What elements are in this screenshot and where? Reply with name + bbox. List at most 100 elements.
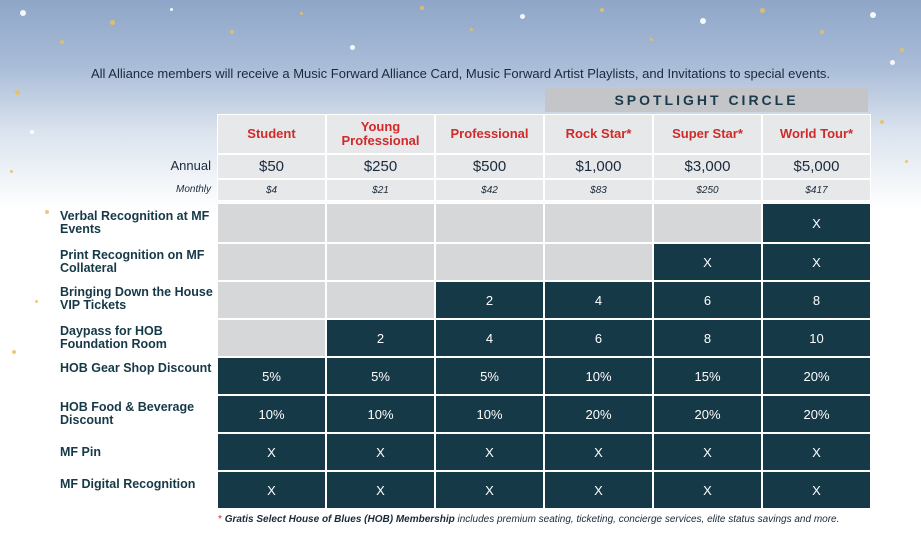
- benefit-cell: 5%: [217, 357, 326, 395]
- annual-price: $5,000: [762, 154, 871, 179]
- benefit-cell: X: [544, 471, 653, 509]
- tier-header: Young Professional: [326, 114, 435, 154]
- annual-price: $500: [435, 154, 544, 179]
- spotlight-circle-banner: SPOTLIGHT CIRCLE: [545, 88, 868, 112]
- benefit-cell: 2: [326, 319, 435, 357]
- benefit-cell: 6: [544, 319, 653, 357]
- monthly-price: $21: [326, 179, 435, 201]
- benefit-cell: 20%: [762, 357, 871, 395]
- benefit-cell: X: [217, 471, 326, 509]
- benefit-cell: X: [435, 471, 544, 509]
- benefit-cell: X: [653, 243, 762, 281]
- benefit-cell: X: [326, 433, 435, 471]
- benefit-cell: 20%: [762, 395, 871, 433]
- benefit-cell: X: [435, 433, 544, 471]
- benefit-cell: [217, 243, 326, 281]
- benefit-cell: [326, 281, 435, 319]
- benefit-cell: X: [762, 243, 871, 281]
- sparkle-dot: [110, 20, 115, 25]
- sparkle-dot: [45, 210, 49, 214]
- monthly-price: $83: [544, 179, 653, 201]
- monthly-price: $417: [762, 179, 871, 201]
- sparkle-dot: [470, 28, 473, 31]
- benefit-cell: 2: [435, 281, 544, 319]
- sparkle-dot: [900, 48, 904, 52]
- sparkle-dot: [520, 14, 525, 19]
- benefit-cell: X: [544, 433, 653, 471]
- benefit-cell: X: [653, 471, 762, 509]
- benefit-label: HOB Gear Shop Discount: [60, 361, 212, 375]
- benefit-cell: [544, 203, 653, 243]
- annual-price: $50: [217, 154, 326, 179]
- benefit-cell: 15%: [653, 357, 762, 395]
- benefit-cell: X: [653, 433, 762, 471]
- benefit-cell: [217, 319, 326, 357]
- footnote: * Gratis Select House of Blues (HOB) Mem…: [218, 514, 839, 525]
- sparkle-dot: [60, 40, 64, 44]
- sparkle-dot: [15, 90, 20, 95]
- sparkle-dot: [10, 170, 13, 173]
- tier-header: Student: [217, 114, 326, 154]
- benefit-cell: [544, 243, 653, 281]
- benefit-cell: 5%: [435, 357, 544, 395]
- benefit-cell: [217, 203, 326, 243]
- monthly-price: $250: [653, 179, 762, 201]
- benefit-cell: [326, 243, 435, 281]
- annual-price: $1,000: [544, 154, 653, 179]
- sparkle-dot: [890, 60, 895, 65]
- benefit-cell: 20%: [653, 395, 762, 433]
- sparkle-dot: [35, 300, 38, 303]
- sparkle-dot: [600, 8, 604, 12]
- sparkle-dot: [20, 10, 26, 16]
- monthly-price: $42: [435, 179, 544, 201]
- benefit-cell: 10%: [326, 395, 435, 433]
- sparkle-dot: [40, 420, 43, 423]
- benefit-label: Daypass for HOB Foundation Room: [60, 324, 167, 351]
- monthly-label: Monthly: [175, 184, 211, 195]
- sparkle-dot: [170, 8, 173, 11]
- benefit-cell: X: [217, 433, 326, 471]
- sparkle-dot: [12, 350, 16, 354]
- sparkle-dot: [820, 30, 824, 34]
- tier-header: Rock Star*: [544, 114, 653, 154]
- benefit-label: MF Pin: [60, 445, 101, 459]
- monthly-price: $4: [217, 179, 326, 201]
- benefit-cell: X: [762, 471, 871, 509]
- sparkle-dot: [700, 18, 706, 24]
- intro-text: All Alliance members will receive a Musi…: [90, 66, 831, 81]
- benefit-cell: [326, 203, 435, 243]
- sparkle-dot: [230, 30, 234, 34]
- benefit-cell: [653, 203, 762, 243]
- benefit-cell: 5%: [326, 357, 435, 395]
- benefit-label: MF Digital Recognition: [60, 477, 196, 491]
- benefit-cell: 20%: [544, 395, 653, 433]
- benefit-cell: [435, 203, 544, 243]
- footnote-rest: includes premium seating, ticketing, con…: [454, 514, 840, 525]
- benefit-label: Verbal Recognition at MF Events: [60, 209, 210, 236]
- benefit-label: HOB Food & Beverage Discount: [60, 400, 195, 427]
- footnote-star: *: [218, 514, 222, 525]
- benefit-cell: X: [326, 471, 435, 509]
- benefit-cell: 8: [653, 319, 762, 357]
- benefit-cell: X: [762, 203, 871, 243]
- benefit-cell: 6: [653, 281, 762, 319]
- benefit-cell: 4: [544, 281, 653, 319]
- benefit-cell: 10: [762, 319, 871, 357]
- benefit-label: Bringing Down the House VIP Tickets: [60, 285, 213, 312]
- tier-header: World Tour*: [762, 114, 871, 154]
- benefit-cell: X: [762, 433, 871, 471]
- sparkle-dot: [350, 45, 355, 50]
- benefit-cell: 8: [762, 281, 871, 319]
- sparkle-dot: [905, 160, 908, 163]
- sparkle-dot: [870, 12, 876, 18]
- sparkle-dot: [880, 120, 884, 124]
- sparkle-dot: [8, 250, 13, 255]
- benefit-cell: [435, 243, 544, 281]
- benefit-label: Print Recognition on MF Collateral: [60, 248, 205, 275]
- benefit-cell: 10%: [544, 357, 653, 395]
- benefit-cell: 4: [435, 319, 544, 357]
- sparkle-dot: [650, 38, 653, 41]
- sparkle-dot: [30, 130, 34, 134]
- benefit-cell: [217, 281, 326, 319]
- sparkle-dot: [760, 8, 765, 13]
